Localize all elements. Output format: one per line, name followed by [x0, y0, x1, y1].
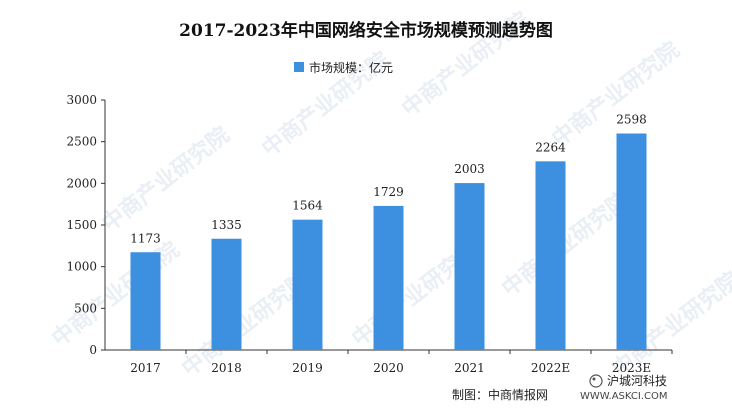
data-label-2018: 1335 [211, 218, 242, 232]
x-tick-label-2019: 2019 [292, 361, 323, 375]
y-tick-label: 2500 [66, 135, 97, 149]
bar-2021 [454, 183, 485, 350]
data-label-2017: 1173 [130, 231, 161, 245]
watermark-text: 中商产业研究院 [497, 187, 634, 302]
bar-2019 [292, 219, 323, 350]
legend-label: 市场规模：亿元 [309, 60, 393, 75]
brand-logo-icon [589, 374, 603, 388]
data-label-2021: 2003 [454, 162, 485, 176]
y-ticks: 0 500 1000 1500 2000 2500 3000 [66, 93, 105, 357]
chart-title: 2017-2023年中国网络安全市场规模预测趋势图 [179, 20, 553, 41]
y-tick-label: 3000 [66, 93, 97, 107]
y-tick-label: 500 [74, 301, 97, 315]
y-tick-label: 1000 [66, 260, 97, 274]
x-tick-label-2018: 2018 [211, 361, 242, 375]
legend: 市场规模：亿元 [294, 60, 393, 75]
y-tick-label: 0 [89, 343, 97, 357]
x-tick-label-2023E: 2023E [612, 361, 651, 375]
x-tick-label-2022E: 2022E [531, 361, 570, 375]
y-axis: 0 500 1000 1500 2000 2500 3000 [66, 93, 106, 357]
bar-2022E [535, 161, 566, 350]
data-label-2020: 1729 [373, 185, 404, 199]
x-tick-label-2021: 2021 [454, 361, 485, 375]
y-tick-label: 1500 [66, 218, 97, 232]
bar-2023E [616, 133, 647, 350]
x-tick-label-2020: 2020 [373, 361, 404, 375]
brand-logo-dot [592, 377, 596, 381]
source-site: WWW.ASKCI.COM [580, 391, 668, 402]
legend-swatch [294, 62, 304, 72]
data-label-2022E: 2264 [535, 140, 566, 154]
bars [130, 133, 647, 350]
x-ticks: 2017 2018 2019 2020 2021 2022E 2023E [130, 350, 673, 375]
data-labels: 1173 1335 1564 1729 2003 2264 2598 [130, 113, 647, 246]
bar-2018 [211, 238, 242, 350]
data-label-2019: 1564 [292, 199, 323, 213]
source-label: 制图：中商情报网 [452, 387, 548, 402]
watermark-text: 中商产业研究院 [547, 37, 684, 152]
brand-watermark: 沪城河科技 [589, 374, 667, 388]
bar-2017 [130, 252, 161, 350]
brand-name: 沪城河科技 [607, 374, 667, 388]
y-tick-label: 2000 [66, 176, 97, 190]
watermark-text: 中商产业研究院 [47, 237, 184, 352]
bar-2020 [373, 205, 404, 350]
x-tick-label-2017: 2017 [130, 361, 161, 375]
data-label-2023E: 2598 [616, 113, 647, 127]
